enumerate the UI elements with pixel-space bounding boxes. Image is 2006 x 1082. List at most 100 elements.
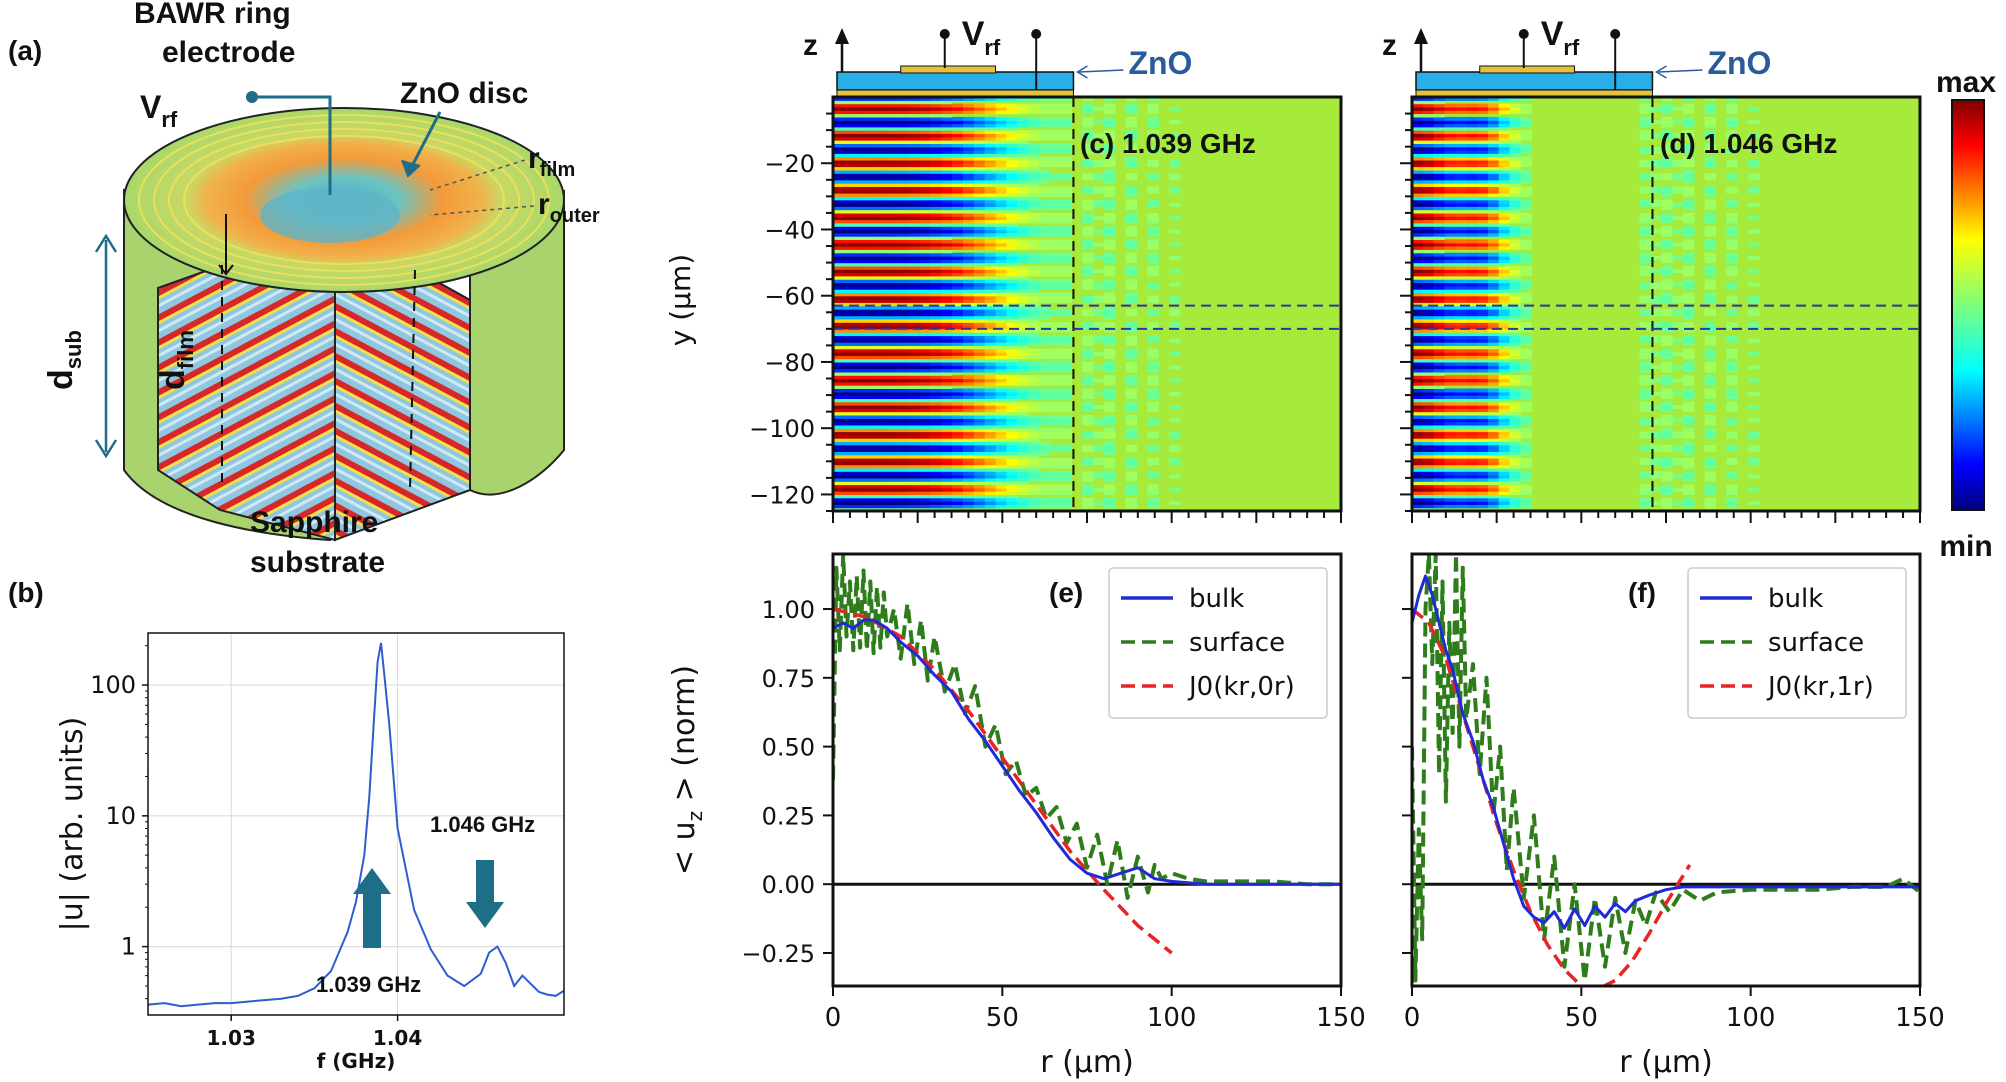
heat-cell <box>952 342 964 346</box>
heat-cell <box>865 444 877 449</box>
heat-cell <box>1477 434 1489 439</box>
heat-cell <box>887 219 899 224</box>
heat-cell <box>1672 431 1684 436</box>
heat-cell <box>1455 123 1467 128</box>
heat-cell <box>1082 474 1094 479</box>
heat-cell <box>1726 272 1738 277</box>
heat-cell <box>919 315 932 320</box>
heat-cell <box>963 348 975 353</box>
heat-cell <box>908 325 921 330</box>
heat-cell <box>941 362 953 366</box>
heat-cell <box>833 391 845 396</box>
heat-cell <box>1422 494 1435 499</box>
heat-cell <box>1661 252 1673 257</box>
heat-cell <box>1661 295 1673 300</box>
heat-cell <box>1412 216 1424 221</box>
heat-cell <box>973 365 986 370</box>
heat-cell <box>919 106 932 111</box>
heat-cell <box>1466 391 1478 396</box>
heat-cell <box>1466 166 1478 171</box>
heat-cell <box>1682 461 1695 466</box>
heat-cell <box>1444 305 1456 310</box>
heat-cell <box>1726 444 1738 449</box>
heat-cell <box>1017 415 1029 419</box>
heat-cell <box>1093 159 1105 164</box>
heat-cell <box>963 325 975 330</box>
heat-cell <box>1049 285 1062 290</box>
heat-cell <box>1661 199 1673 204</box>
heat-cell <box>876 328 888 333</box>
heat-cell <box>1477 176 1489 181</box>
heat-cell <box>1520 116 1532 121</box>
heat-cell <box>1038 120 1051 125</box>
heat-cell <box>1704 461 1716 466</box>
heat-cell <box>1422 371 1435 376</box>
heat-cell <box>1509 424 1521 429</box>
heat-cell <box>854 342 867 346</box>
heat-cell <box>1487 338 1500 343</box>
heat-cell <box>1060 497 1072 502</box>
heat-cell <box>865 196 877 201</box>
heat-cell <box>919 226 932 231</box>
heat-cell <box>1498 471 1511 476</box>
heat-cell <box>1422 186 1435 191</box>
heat-cell <box>1125 156 1137 161</box>
heat-cell <box>1433 206 1446 211</box>
heat-cell <box>1093 199 1105 204</box>
heat-cell <box>1487 209 1500 214</box>
heat-cell <box>1433 302 1446 307</box>
heat-cell <box>1498 110 1511 115</box>
heat-cell <box>876 428 888 433</box>
heat-cell <box>1412 113 1424 118</box>
heat-cell <box>930 328 942 333</box>
heat-cell <box>973 501 986 505</box>
heat-cell <box>1726 504 1738 509</box>
heat-cell <box>1477 156 1489 161</box>
heat-cell <box>1049 342 1062 346</box>
heat-cell <box>919 199 932 204</box>
heat-cell <box>1509 348 1521 353</box>
heat-cell <box>1412 186 1424 191</box>
heat-cell <box>1487 196 1500 201</box>
heat-cell <box>1028 305 1040 310</box>
heat-cell <box>1412 381 1424 386</box>
heat-cell <box>1477 279 1489 284</box>
heat-cell <box>1466 378 1478 383</box>
heat-cell <box>865 143 877 148</box>
heat-cell <box>1509 209 1521 214</box>
heat-cell <box>1422 252 1435 257</box>
heat-cell <box>1060 484 1072 489</box>
heat-cell <box>995 504 1007 509</box>
tick-label-y: −80 <box>764 349 815 377</box>
heat-cell <box>1060 325 1072 330</box>
heat-cell <box>1509 183 1521 187</box>
heat-cell <box>876 371 888 376</box>
heat-cell <box>865 507 877 511</box>
heat-cell <box>1017 203 1029 207</box>
heat-cell <box>1038 272 1051 277</box>
heat-cell <box>1682 199 1695 204</box>
heat-cell <box>1082 259 1094 264</box>
heat-cell <box>1412 335 1424 340</box>
heat-cell <box>1412 501 1424 505</box>
heat-cell <box>1147 246 1159 250</box>
heat-cell <box>1433 388 1446 393</box>
heat-cell <box>854 458 867 462</box>
heat-cell <box>1748 461 1760 466</box>
heat-cell <box>1060 444 1072 449</box>
heat-cell <box>930 103 942 108</box>
heat-cell <box>952 123 964 128</box>
heat-cell <box>1082 378 1094 383</box>
heat-cell <box>1704 378 1716 383</box>
heat-cell <box>1661 421 1673 426</box>
heat-cell <box>1520 169 1532 174</box>
heat-cell <box>1639 295 1651 300</box>
heat-cell <box>1082 239 1094 244</box>
heat-cell <box>1412 212 1424 217</box>
heat-cell <box>1704 408 1716 413</box>
heat-cell <box>1412 408 1424 413</box>
heat-cell <box>1082 206 1094 211</box>
heat-cell <box>908 315 921 320</box>
heat-cell <box>1017 424 1029 429</box>
heat-cell <box>930 279 942 284</box>
